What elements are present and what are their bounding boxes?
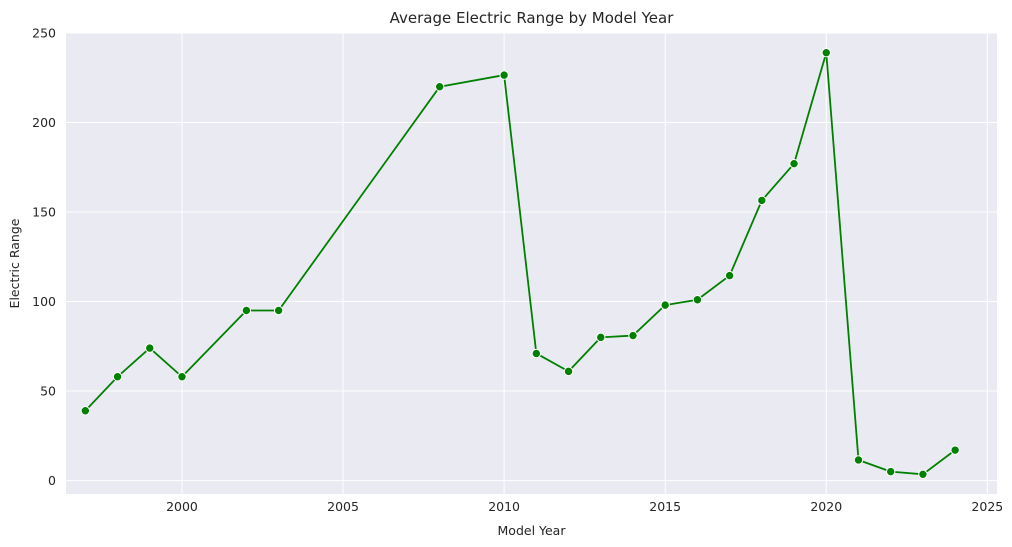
data-point — [918, 469, 928, 480]
data-point — [692, 295, 703, 305]
data-point — [241, 305, 252, 316]
plot-area — [66, 33, 997, 494]
x-tick-label: 2005 — [327, 499, 359, 514]
data-point — [628, 330, 638, 341]
y-tick-label: 50 — [40, 384, 56, 399]
data-point — [273, 305, 284, 316]
data-point — [145, 343, 155, 353]
data-point — [112, 372, 123, 382]
x-tick-label: 2020 — [810, 499, 842, 514]
y-tick-label: 100 — [32, 294, 56, 309]
data-point — [821, 47, 831, 58]
x-axis-label: Model Year — [498, 523, 567, 538]
data-point — [724, 270, 735, 281]
tick-labels: 2000 2005 2010 2015 2020 2025 0 50 100 150 200 250 — [32, 26, 1003, 515]
data-point — [596, 332, 606, 343]
y-tick-label: 250 — [32, 26, 56, 41]
x-tick-label: 2000 — [166, 499, 198, 514]
series-line — [84, 51, 956, 476]
y-tick-label: 150 — [32, 205, 56, 220]
x-tick-label: 2025 — [971, 499, 1003, 514]
data-point — [80, 406, 91, 416]
data-point — [789, 158, 799, 169]
data-point — [434, 82, 445, 92]
data-point — [660, 300, 670, 310]
x-tick-label: 2015 — [649, 499, 681, 514]
data-point — [757, 195, 767, 206]
data-point — [531, 348, 542, 359]
data-point — [499, 70, 509, 80]
data-series — [80, 47, 960, 480]
y-axis-label: Electric Range — [7, 218, 22, 308]
chart-title: Average Electric Range by Model Year — [390, 9, 675, 27]
data-point — [563, 366, 574, 377]
data-point — [885, 466, 896, 477]
data-point — [950, 445, 960, 455]
x-tick-label: 2010 — [488, 499, 520, 514]
y-tick-label: 200 — [32, 115, 56, 130]
grid-lines — [66, 32, 997, 494]
data-point — [177, 372, 187, 382]
y-tick-label: 0 — [48, 473, 56, 488]
data-point — [853, 455, 864, 465]
